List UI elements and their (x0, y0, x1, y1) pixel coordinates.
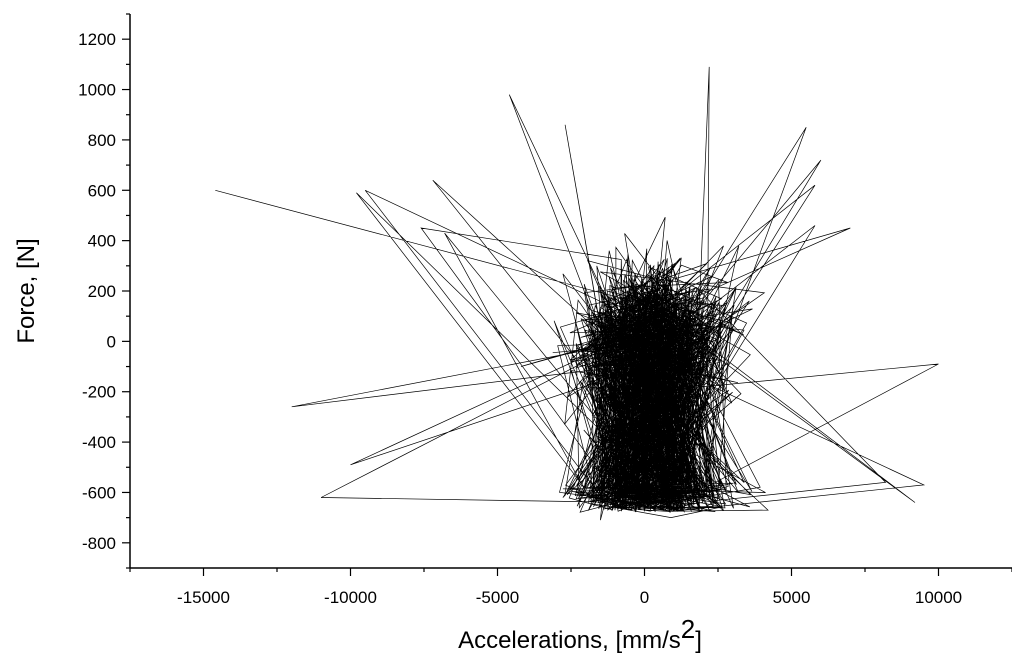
x-tick-label: -5000 (476, 588, 519, 607)
x-axis-title-superscript: 2 (681, 614, 695, 644)
y-tick-label: 400 (88, 232, 116, 251)
y-tick-label: 0 (107, 332, 116, 351)
x-axis-title-end: ] (695, 627, 702, 654)
x-axis-title: Accelerations, [mm/s2] (458, 614, 702, 654)
axes: -15000 -10000 -5000 0 5000 10000 -800-600-400… (78, 13, 1012, 607)
y-tick-label: 200 (88, 282, 116, 301)
x-tick-label: -15000 (177, 588, 230, 607)
y-axis-title: Force, [N] (13, 238, 40, 343)
x-tick-label: 0 (640, 588, 649, 607)
y-axis-ticks: -800 -600 -400 -200 0 200 400 600 800 1000 1200 (78, 13, 130, 569)
x-tick-label: -10000 (324, 588, 377, 607)
x-tick-label: 5000 (773, 588, 811, 607)
y-tick-label: -800 (82, 534, 116, 553)
data-series-lines (215, 66, 939, 521)
y-tick-label: -600 (82, 483, 116, 502)
y-tick-label: -400 (82, 433, 116, 452)
y-tick-label: 800 (88, 131, 116, 150)
y-tick-label: 600 (88, 181, 116, 200)
x-tick-label: 10000 (915, 588, 962, 607)
x-axis-title-main: Accelerations, [mm/s (458, 627, 681, 654)
x-axis-ticks: -15000 -10000 -5000 0 5000 10000 (129, 568, 1012, 607)
y-tick-label: 1200 (78, 30, 116, 49)
y-tick-label: 1000 (78, 81, 116, 100)
series-line-1 (215, 66, 939, 521)
y-tick-label: -200 (82, 383, 116, 402)
